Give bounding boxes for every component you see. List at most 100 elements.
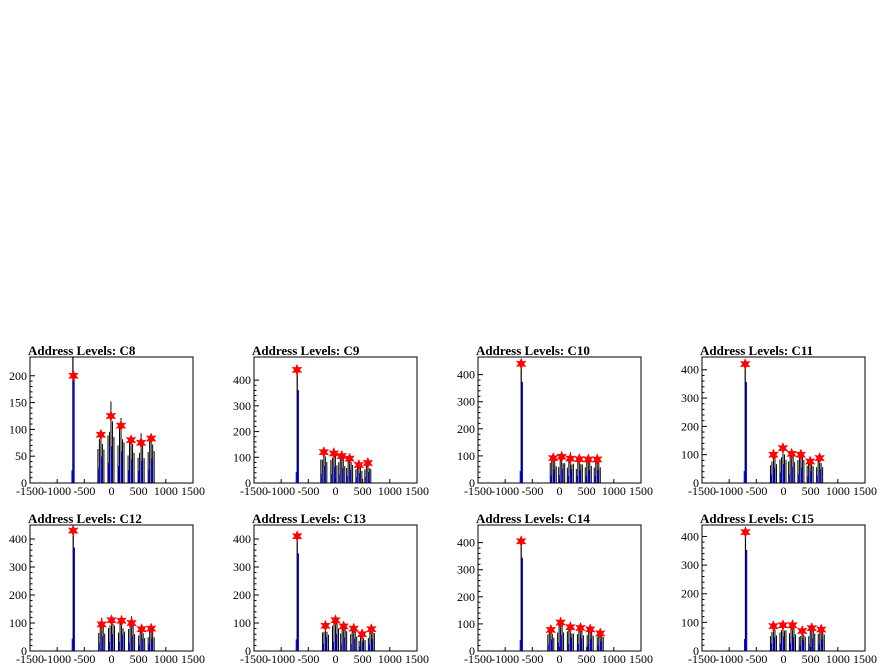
chart-panel: Address Levels: C12 0 100 200 300 400 -1500 -10… <box>9 511 205 666</box>
peak-marker <box>582 453 594 466</box>
y-tick-label: 100 <box>233 616 251 630</box>
peak-marker <box>362 456 374 470</box>
peak-marker <box>96 618 108 631</box>
peak-marker <box>115 419 127 432</box>
chart-panel: Address Levels: C9 0 100 200 300 400 -1500 -100… <box>233 343 429 498</box>
y-tick-label: 400 <box>233 532 251 546</box>
x-tick-label: 0 <box>109 484 115 498</box>
x-tick-label: 0 <box>781 484 787 498</box>
y-tick-label: 300 <box>457 563 475 577</box>
peak-marker <box>136 622 148 636</box>
x-tick-label: 1000 <box>378 652 402 666</box>
y-tick-label: 200 <box>681 419 699 433</box>
x-tick-label: 500 <box>578 484 596 498</box>
panel-title: Address Levels: C8 <box>28 343 136 358</box>
x-tick-label: 1000 <box>154 652 178 666</box>
x-tick-label: 0 <box>557 484 563 498</box>
x-tick-label: -1000 <box>715 652 743 666</box>
peak-marker <box>573 452 585 466</box>
y-tick-label: 200 <box>233 588 251 602</box>
y-tick-label: 200 <box>9 369 27 383</box>
peak-marker <box>815 623 827 636</box>
peak-marker <box>768 619 779 633</box>
panel-title: Address Levels: C11 <box>700 343 813 358</box>
y-tick-label: 100 <box>457 617 475 631</box>
y-tick-label: 0 <box>469 644 475 658</box>
peak-marker <box>291 530 303 543</box>
x-tick-label: 0 <box>781 652 787 666</box>
peak-marker <box>68 369 79 382</box>
plot-frame <box>477 356 642 484</box>
peak-marker <box>740 525 751 539</box>
x-tick-label: -1000 <box>491 484 519 498</box>
peak-marker <box>594 627 606 640</box>
x-tick-label: 1000 <box>826 484 850 498</box>
y-tick-label: 200 <box>233 425 251 439</box>
x-tick-label: 0 <box>333 484 339 498</box>
y-tick-label: 400 <box>457 368 475 382</box>
peak-marker <box>515 357 527 370</box>
peak-marker <box>804 455 816 468</box>
x-tick-label: -500 <box>745 484 767 498</box>
x-tick-label: 1500 <box>629 652 653 666</box>
y-tick-label: 150 <box>9 396 27 410</box>
panel-title: Address Levels: C12 <box>28 511 142 526</box>
x-tick-label: 1000 <box>378 484 402 498</box>
x-tick-label: -500 <box>297 652 319 666</box>
peak-marker <box>366 622 377 636</box>
peak-marker <box>814 451 825 465</box>
y-tick-label: 400 <box>9 532 27 546</box>
y-tick-label: 50 <box>15 449 27 463</box>
peak-marker <box>575 621 586 635</box>
x-tick-label: -1500 <box>464 652 492 666</box>
peak-marker <box>320 619 331 632</box>
x-tick-label: 500 <box>802 484 820 498</box>
x-tick-label: 1000 <box>154 484 178 498</box>
peak-marker <box>348 622 360 635</box>
peak-marker <box>126 616 137 630</box>
peak-marker <box>336 449 348 463</box>
x-tick-label: 500 <box>578 652 596 666</box>
x-tick-label: 1500 <box>405 484 429 498</box>
x-tick-label: 500 <box>130 652 148 666</box>
y-tick-label: 200 <box>9 588 27 602</box>
x-tick-label: -1500 <box>16 652 44 666</box>
peak-marker <box>291 363 303 377</box>
x-tick-label: 1500 <box>181 652 205 666</box>
chart-panel: Address Levels: C11 0 100 200 300 400 -1500 -10… <box>681 343 877 498</box>
y-tick-label: 100 <box>9 422 27 436</box>
peak-marker <box>547 451 559 465</box>
y-tick-label: 400 <box>457 536 475 550</box>
x-tick-label: 1500 <box>405 652 429 666</box>
peak-marker <box>787 619 798 632</box>
peak-marker <box>145 622 157 635</box>
x-tick-label: 0 <box>109 652 115 666</box>
x-tick-label: -1000 <box>267 652 295 666</box>
x-tick-label: -1000 <box>267 484 295 498</box>
peak-marker <box>796 624 808 638</box>
x-tick-label: 1500 <box>853 484 877 498</box>
y-tick-label: 300 <box>9 560 27 574</box>
peak-marker <box>777 441 789 455</box>
x-tick-label: -500 <box>297 484 319 498</box>
y-tick-label: 0 <box>469 476 475 490</box>
x-tick-label: 1000 <box>602 484 626 498</box>
x-tick-label: 1000 <box>602 652 626 666</box>
chart-panel: Address Levels: C14 0 100 200 300 400 -1500 -10… <box>457 511 653 666</box>
x-tick-label: -500 <box>73 652 95 666</box>
y-tick-label: 100 <box>457 449 475 463</box>
x-tick-label: 500 <box>354 652 372 666</box>
y-tick-label: 200 <box>681 587 699 601</box>
x-tick-label: 1500 <box>629 484 653 498</box>
peak-marker <box>125 433 137 447</box>
y-tick-label: 0 <box>245 644 251 658</box>
peak-marker <box>591 453 603 466</box>
peak-marker <box>795 448 807 461</box>
peak-marker <box>786 447 797 461</box>
peak-marker <box>145 432 157 445</box>
peak-marker <box>353 458 365 472</box>
peak-marker <box>318 445 330 459</box>
x-tick-label: 500 <box>354 484 372 498</box>
peak-marker <box>344 452 355 465</box>
